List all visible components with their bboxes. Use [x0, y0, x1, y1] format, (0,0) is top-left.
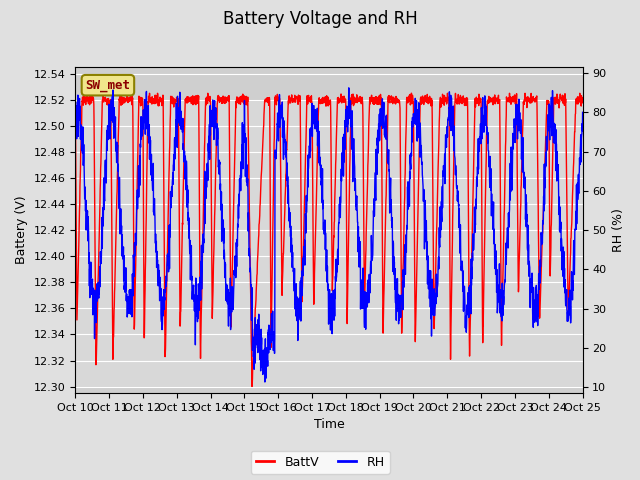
RH [344, 106, 351, 112]
Bar [76, 67, 582, 100]
BattV [72, 93, 79, 98]
BattV [477, 96, 484, 101]
BattV [355, 96, 362, 102]
RH [579, 109, 586, 115]
BattV [248, 384, 256, 389]
RH [345, 85, 353, 91]
Text: SW_met: SW_met [85, 79, 131, 92]
Bar [76, 386, 582, 393]
RH [548, 114, 556, 120]
RH [213, 132, 221, 138]
BattV [213, 117, 221, 123]
RH [72, 110, 79, 116]
Line: RH: RH [76, 88, 582, 382]
Line: BattV: BattV [76, 93, 582, 386]
RH [355, 245, 362, 251]
RH [477, 121, 484, 127]
RH [534, 313, 542, 319]
BattV [344, 294, 351, 300]
Y-axis label: Battery (V): Battery (V) [15, 196, 28, 264]
Legend: BattV, RH: BattV, RH [250, 451, 390, 474]
BattV [146, 90, 154, 96]
BattV [548, 171, 556, 177]
X-axis label: Time: Time [314, 419, 344, 432]
Text: Battery Voltage and RH: Battery Voltage and RH [223, 10, 417, 28]
RH [261, 379, 269, 385]
BattV [579, 100, 586, 106]
Y-axis label: RH (%): RH (%) [612, 208, 625, 252]
BattV [534, 202, 542, 208]
